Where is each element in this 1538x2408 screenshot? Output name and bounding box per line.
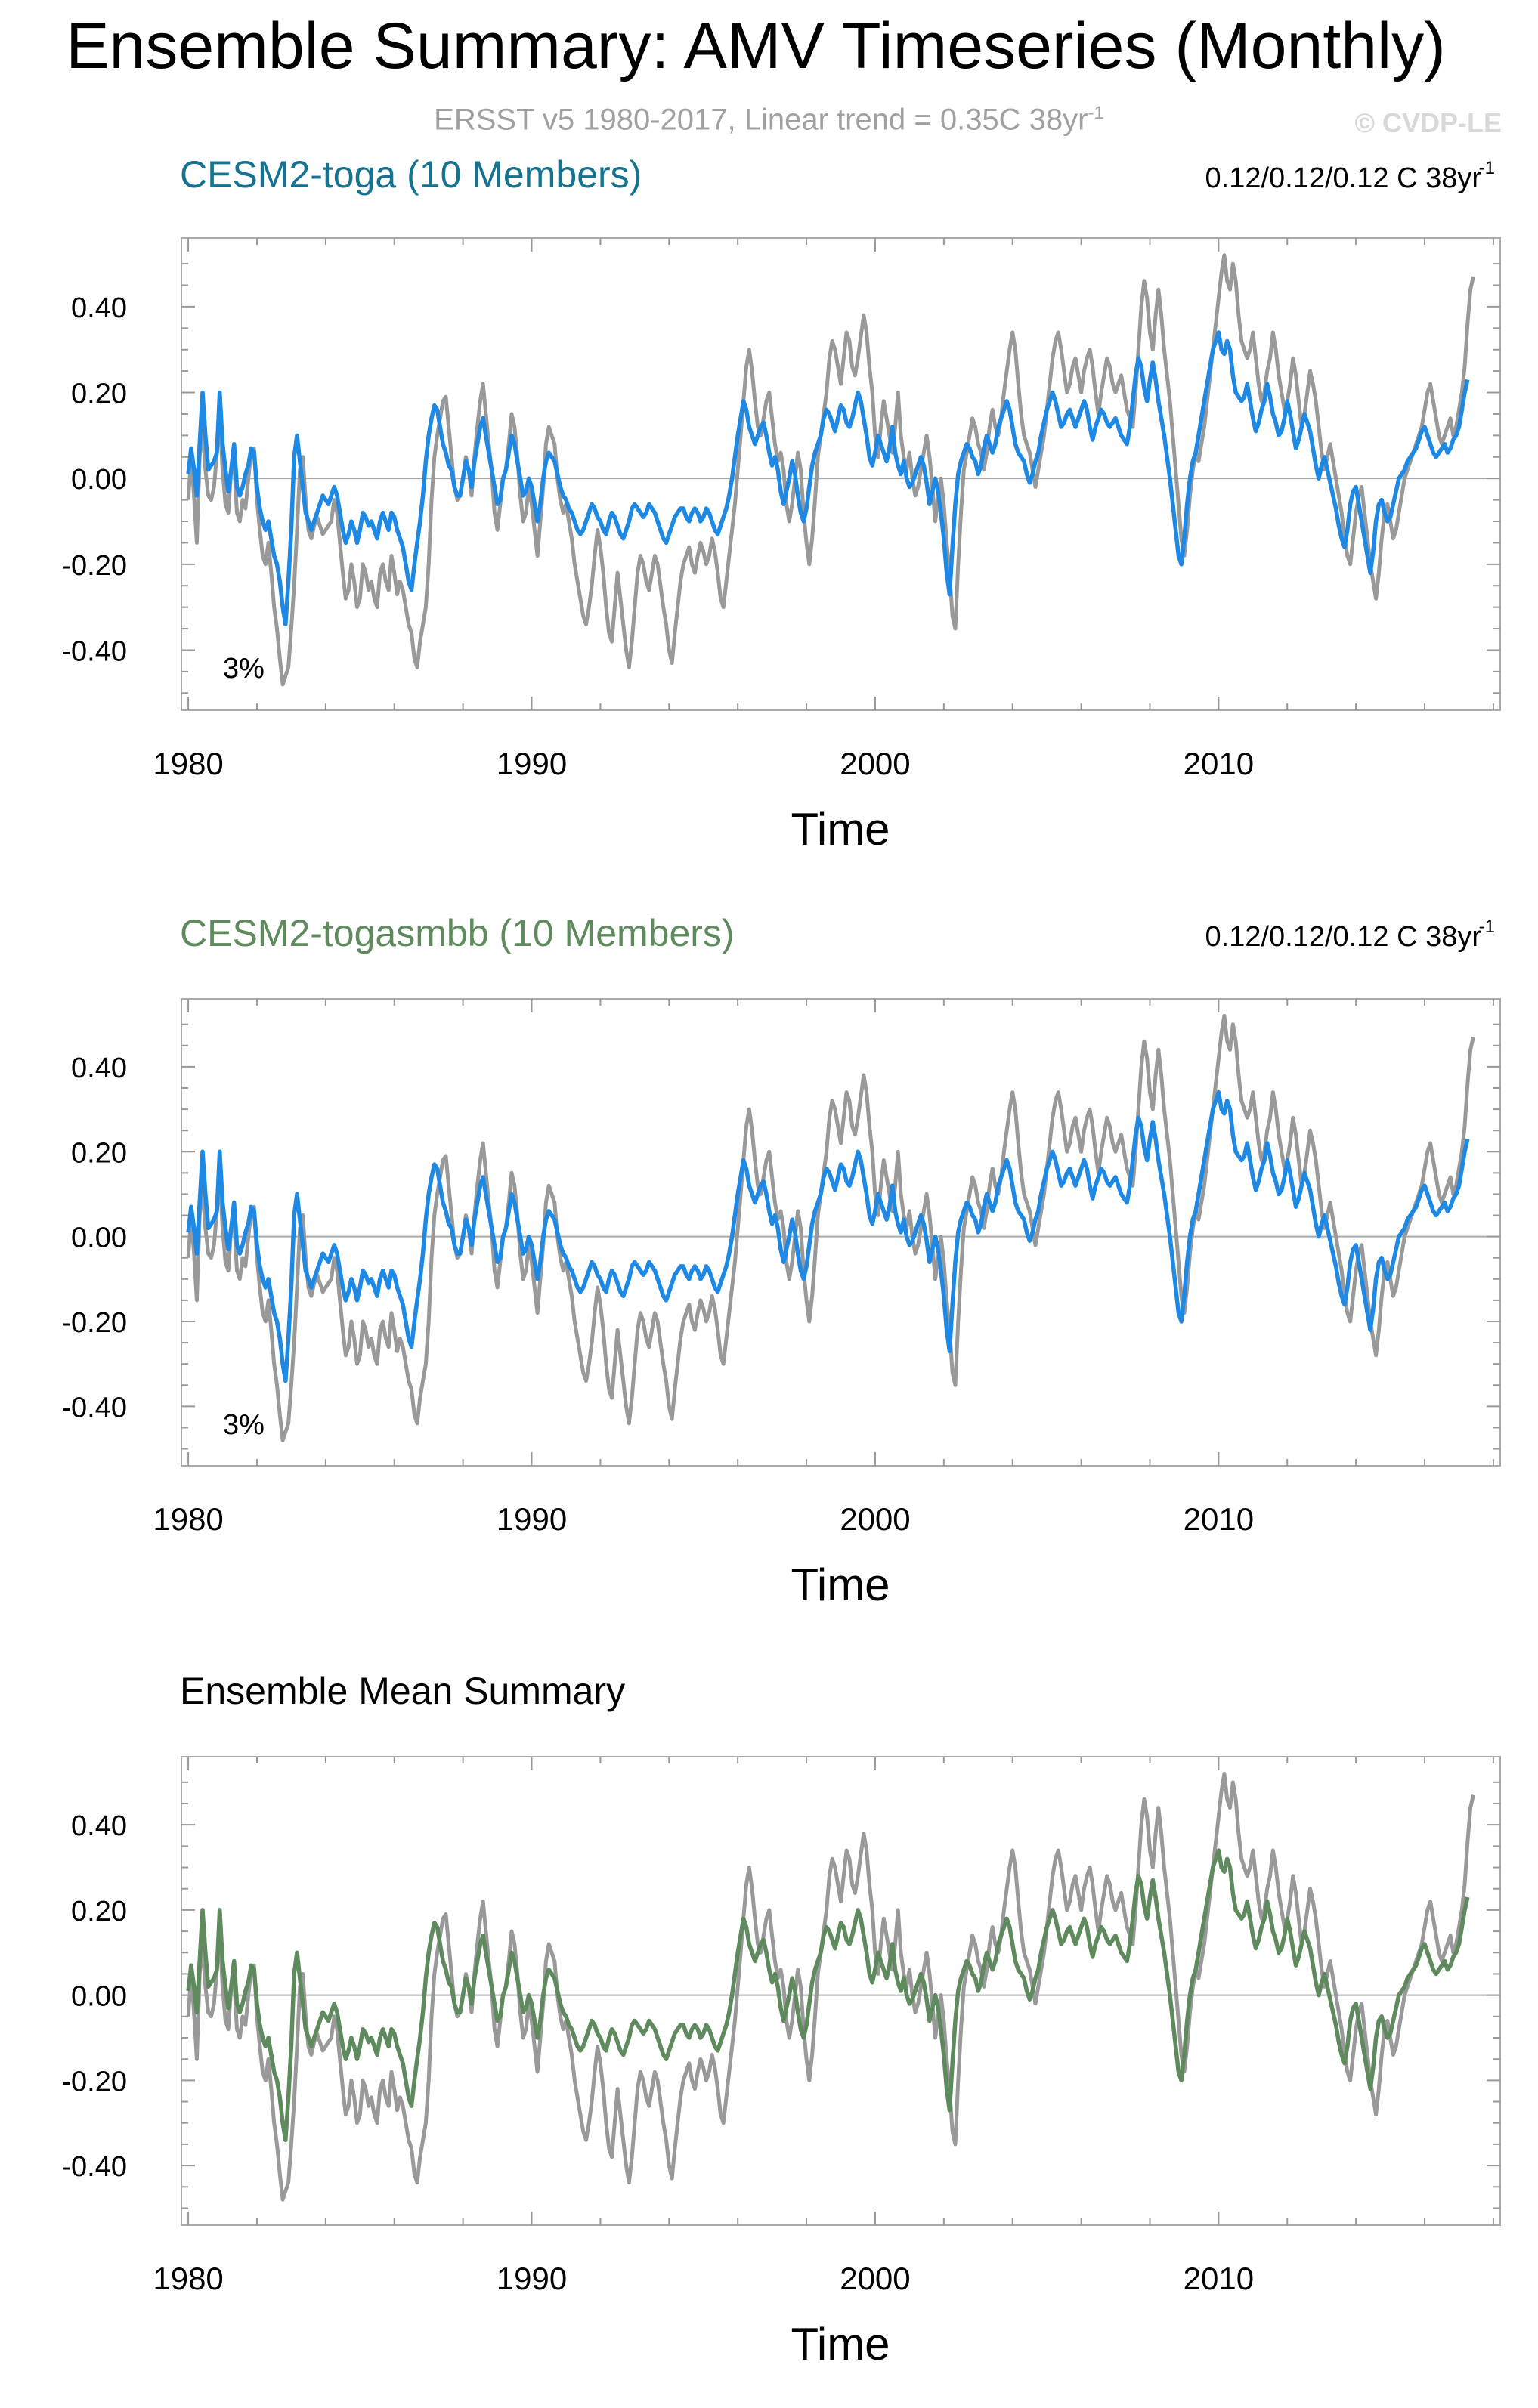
panel3-xtick-label: 1980 (153, 2261, 223, 2296)
panel2-annotation: 3% (223, 1409, 265, 1441)
panel1-stats: 0.12/0.12/0.12 C 38yr (1205, 162, 1482, 194)
panel1-xtick-label: 1990 (497, 746, 567, 781)
panel2-ytick-label: 0.20 (71, 1137, 127, 1169)
panel3-title: Ensemble Mean Summary (180, 1670, 625, 1712)
panel1-frame (181, 237, 1501, 711)
panel3-xtick-label: 2000 (840, 2261, 910, 2296)
panel3-observed-line (186, 1772, 1475, 2202)
panel1-observed-line (186, 253, 1475, 687)
panel2-group: CESM2-togasmbb (10 Members) 0.12/0.12/0.1… (61, 912, 1501, 1610)
panel3-xtick-label: 1990 (497, 2261, 567, 2296)
panel2-ytick-label: 0.40 (71, 1053, 127, 1084)
panel1-title: CESM2-toga (10 Members) (180, 153, 642, 196)
panel1-xtick-label: 2000 (840, 746, 910, 781)
panel2-xtick-label: 2010 (1184, 1501, 1254, 1537)
panel2-ensemble-mean-line (186, 1090, 1470, 1383)
panel1-annotation: 3% (223, 653, 265, 685)
panel3-ensemble-mean-line (186, 1848, 1470, 2143)
panel1-ytick-label: 0.40 (71, 292, 127, 324)
panel1-ytick-label: -0.20 (61, 550, 127, 582)
watermark: © CVDP-LE (1354, 107, 1502, 138)
panel2-ytick-label: -0.40 (61, 1392, 127, 1423)
panel2-xaxis-title: Time (791, 1559, 890, 1610)
panel2-xtick-label: 2000 (840, 1501, 910, 1537)
panel2-observed-line (186, 1014, 1475, 1442)
panel1-ytick-label: 0.20 (71, 379, 127, 410)
panel2-ytick-label: -0.20 (61, 1307, 127, 1339)
panel3-ytick-label: -0.40 (61, 2151, 127, 2183)
panel2-stats: 0.12/0.12/0.12 C 38yr (1205, 921, 1482, 953)
figure-title: Ensemble Summary: AMV Timeseries (Monthl… (66, 10, 1446, 82)
panel2-xtick-label: 1980 (153, 1501, 223, 1537)
panel1-group: CESM2-toga (10 Members) 0.12/0.12/0.12 C … (61, 153, 1501, 855)
panel2-ytick-label: 0.00 (71, 1223, 127, 1254)
panel3-ytick-label: 0.00 (71, 1981, 127, 2013)
panel2-title: CESM2-togasmbb (10 Members) (180, 912, 735, 954)
panel3-ytick-label: -0.20 (61, 2066, 127, 2097)
panel1-ytick-label: -0.40 (61, 635, 127, 667)
panel1-xtick-label: 2010 (1184, 746, 1254, 781)
panel1-stats-superscript: -1 (1479, 158, 1495, 178)
figure-subtitle: ERSST v5 1980-2017, Linear trend = 0.35C… (0, 103, 1538, 137)
subtitle-text: ERSST v5 1980-2017, Linear trend = 0.35C… (434, 103, 1088, 137)
panel1-xaxis-title: Time (791, 804, 890, 855)
panel1-xtick-label: 1980 (153, 746, 223, 781)
panel3-xaxis-title: Time (791, 2319, 890, 2369)
panel3-ytick-label: 0.40 (71, 1810, 127, 1842)
subtitle-superscript: -1 (1088, 103, 1104, 123)
panel1-ytick-label: 0.00 (71, 464, 127, 496)
panel1-ensemble-mean-line (186, 330, 1470, 627)
panel2-stats-superscript: -1 (1479, 917, 1495, 937)
panel2-frame (181, 998, 1501, 1467)
panel2-xtick-label: 1990 (497, 1501, 567, 1537)
panel3-xtick-label: 2010 (1184, 2261, 1254, 2296)
panel3-group: Ensemble Mean Summary -0.40 -0.20 0.00 0.20 0… (61, 1670, 1501, 2369)
panel3-frame (181, 1756, 1501, 2226)
panel3-ytick-label: 0.20 (71, 1896, 127, 1927)
